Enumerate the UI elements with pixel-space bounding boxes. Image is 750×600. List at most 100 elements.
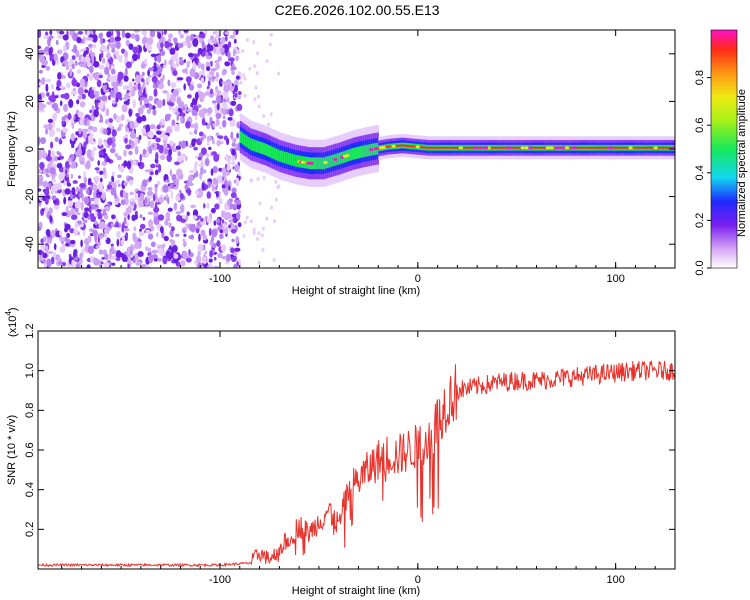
noise-blob [139,97,143,107]
noise-blob [213,220,217,226]
noise-blob [257,104,261,109]
noise-blob [192,215,198,220]
noise-blob [132,78,135,82]
noise-blob [207,44,214,52]
noise-blob [202,135,207,139]
ridge-peak [484,146,489,150]
noise-blob [106,184,112,190]
x-axis-label-2: Height of straight line (km) [292,585,420,597]
y-tick-label: 0 [24,146,36,152]
noise-blob [87,129,91,134]
noise-blob [194,190,200,195]
noise-blob [116,55,123,60]
noise-blob [234,247,241,252]
noise-blob [109,90,115,97]
noise-blob [49,54,53,62]
noise-blob [177,42,184,49]
noise-blob [136,116,143,124]
noise-blob [103,214,109,220]
noise-blob [96,79,102,88]
x-axis-1: -100 0 100 [61,30,676,285]
noise-blob [173,52,179,59]
noise-blob [63,166,66,174]
noise-blob [130,33,137,39]
noise-blob [175,145,181,150]
noise-blob [201,182,205,191]
noise-blob [190,106,193,111]
noise-blob [144,197,148,204]
noise-blob [225,87,229,93]
noise-blob [140,192,145,201]
noise-blob [86,188,90,194]
noise-blob [71,63,75,70]
noise-blob [197,250,201,256]
noise-blob [202,69,205,78]
noise-blob [138,134,142,140]
noise-blob [193,129,198,135]
noise-blob [71,122,75,130]
ridge-cell [285,152,288,164]
ridge-peak [323,161,328,164]
noise-blob [73,44,78,54]
noise-blob [139,228,142,232]
noise-blob [91,33,98,43]
noise-blob [46,258,52,268]
noise-blob [68,99,74,108]
noise-blob [144,265,151,268]
noise-blob [147,187,153,191]
noise-blob [59,137,62,145]
noise-blob [92,184,98,192]
ridge-cell [350,148,354,161]
y-axis-label-1: Frequency (Hz) [6,111,18,187]
ridge-cell [352,147,356,160]
noise-blob [198,233,201,242]
noise-blob [136,190,143,194]
noise-blob [252,230,256,235]
noise-blob [88,206,92,214]
ridge-cell [313,157,316,170]
noise-blob [208,76,213,82]
noise-blob [190,204,197,209]
noise-blob [88,43,93,48]
noise-blob [66,182,71,187]
noise-blob [226,199,231,207]
noise-blob [193,146,198,151]
noise-blob [155,212,159,217]
noise-blob [119,97,123,101]
noise-blob [184,104,188,108]
ridge-cell [291,153,294,166]
noise-blob [121,48,126,54]
noise-blob [115,50,119,57]
noise-blob [224,31,230,35]
noise-blob [84,207,90,212]
noise-blob [217,103,220,111]
noise-blob [212,177,218,185]
noise-blob [189,223,192,232]
noise-blob [123,75,129,82]
noise-blob [51,150,56,159]
noise-blob [144,58,148,65]
noise-blob [207,107,213,114]
noise-blob [231,155,236,162]
noise-blob [126,90,129,94]
noise-blob [147,211,154,215]
ridge-peak [306,161,311,165]
noise-blob [54,205,60,210]
noise-blob [105,61,110,67]
ridge-cell [265,144,269,156]
noise-blob [181,140,186,149]
noise-blob [180,153,186,159]
y-tick-label: 40 [24,48,36,60]
noise-blob [105,49,111,54]
noise-blob [111,262,116,266]
noise-blob [213,265,219,268]
ridge-cell [275,148,278,161]
noise-blob [162,98,166,107]
noise-blob [94,175,100,183]
noise-blob [178,60,185,66]
noise-blob [104,66,110,76]
y-tick-label: -40 [24,236,36,252]
noise-blob [123,216,127,225]
noise-blob [182,68,187,74]
noise-blob [179,33,184,39]
